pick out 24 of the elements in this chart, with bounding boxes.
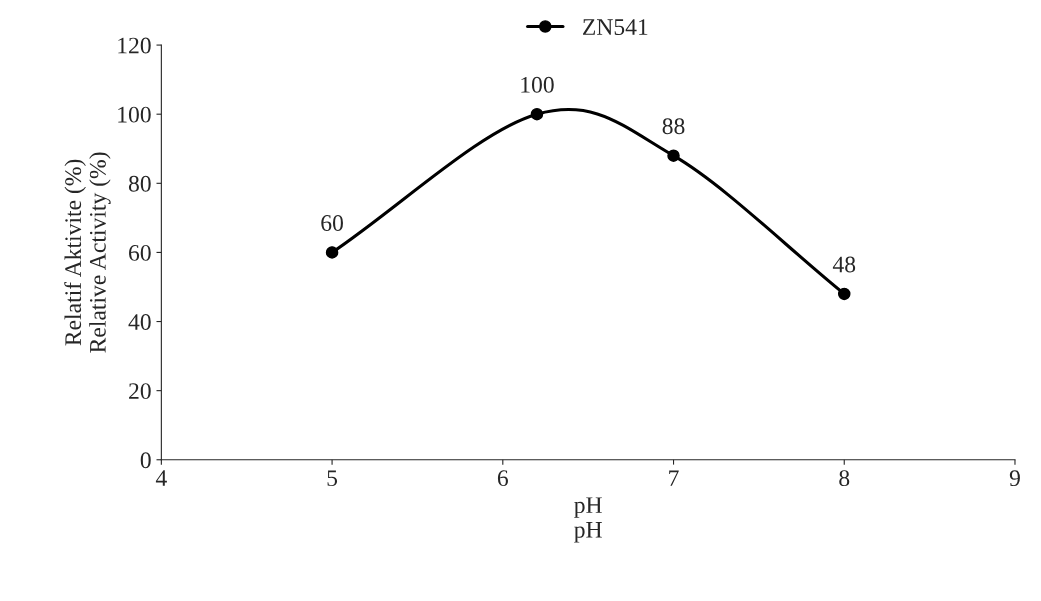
y-tick-label: 20 xyxy=(129,383,151,400)
x-tick-label: 9 xyxy=(1009,470,1020,487)
x-tick-label: 8 xyxy=(839,470,850,487)
point xyxy=(325,246,339,259)
data-label: 48 xyxy=(832,256,856,273)
y-tick-label: 40 xyxy=(128,314,151,330)
y-tick-label: 120 xyxy=(118,37,151,54)
point xyxy=(667,149,680,162)
data-label: 88 xyxy=(662,118,685,135)
y-tick-label: 0 xyxy=(140,452,151,469)
legend-label: ZN541 xyxy=(583,19,648,35)
data-label: 60 xyxy=(321,215,343,231)
x-tick-label: 4 xyxy=(155,470,167,486)
point xyxy=(530,107,544,121)
y-axis-title: Relatif Aktivite (%) Relative Activity (%) xyxy=(64,152,111,353)
x-axis-title: pH pH xyxy=(574,497,602,543)
y-tick-label: 80 xyxy=(128,175,151,192)
point xyxy=(838,287,851,301)
x-tick-label: 7 xyxy=(669,470,679,486)
data-label: 100 xyxy=(521,76,554,93)
y-tick-label: 60 xyxy=(129,244,151,261)
y-tick-label: 100 xyxy=(118,106,151,123)
x-tick-label: 6 xyxy=(497,470,508,487)
x-tick-label: 5 xyxy=(327,470,338,487)
